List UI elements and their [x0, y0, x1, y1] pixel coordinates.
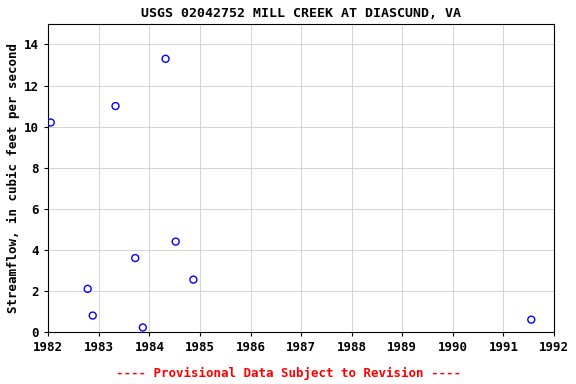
Point	[189, 276, 198, 283]
Point	[138, 324, 147, 331]
Point	[83, 286, 92, 292]
Point	[526, 316, 536, 323]
Point	[111, 103, 120, 109]
Point	[88, 313, 97, 319]
Text: ---- Provisional Data Subject to Revision ----: ---- Provisional Data Subject to Revisio…	[116, 367, 460, 380]
Point	[171, 238, 180, 245]
Point	[161, 56, 170, 62]
Y-axis label: Streamflow, in cubic feet per second: Streamflow, in cubic feet per second	[7, 43, 20, 313]
Point	[131, 255, 140, 261]
Point	[46, 119, 55, 126]
Title: USGS 02042752 MILL CREEK AT DIASCUND, VA: USGS 02042752 MILL CREEK AT DIASCUND, VA	[141, 7, 461, 20]
